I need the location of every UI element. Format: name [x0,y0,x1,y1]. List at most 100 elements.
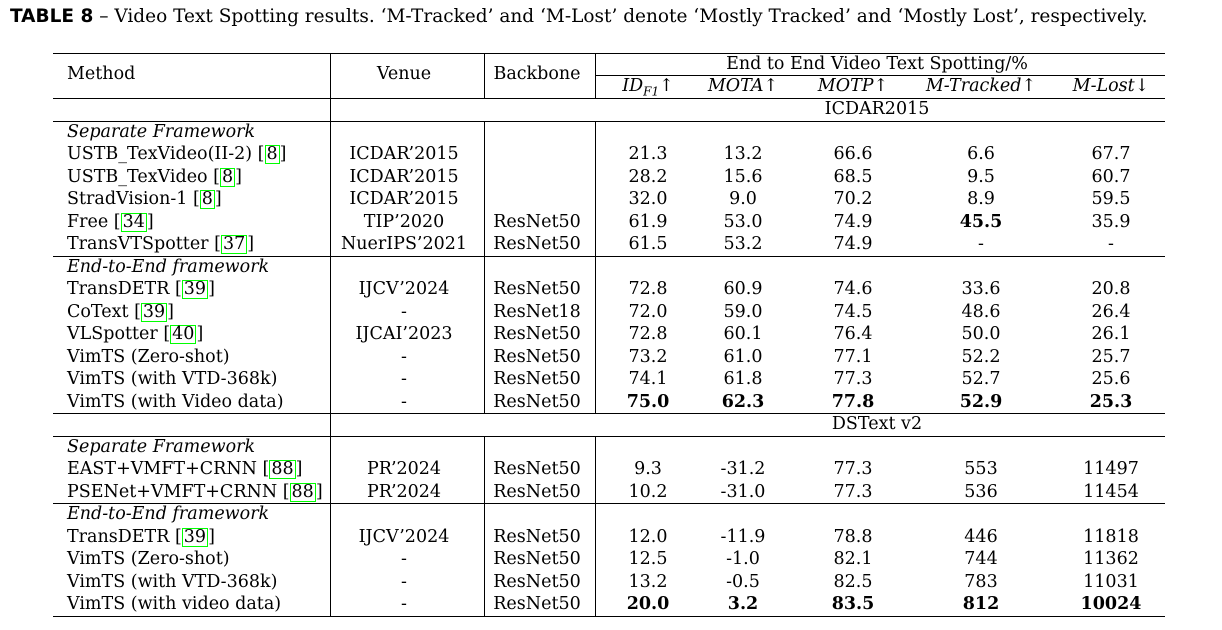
col-divider [330,255,331,413]
header-bottom-rule [53,98,1165,99]
metric-cell: 50.0 [961,324,1001,344]
metric-cell: 20.8 [1091,279,1131,299]
metric-cell: 45.5 [959,211,1003,232]
col-divider [484,503,485,616]
metric-cell: 60.1 [723,324,763,344]
citation-link[interactable]: 37 [220,234,248,254]
col-divider [330,503,331,616]
metric-cell: 82.5 [833,571,873,592]
metric-cell: 8.9 [967,189,995,209]
citation-link[interactable]: 88 [269,459,296,479]
header-col-divider [595,53,596,98]
metric-cell: 11454 [1083,481,1139,502]
venue-cell: - [401,391,407,412]
metric-cell: 744 [964,549,998,569]
method-name: CoText [39] [67,301,174,322]
metric-cell: 21.3 [628,144,668,164]
metric-cell: 60.9 [723,279,763,299]
metric-cell: -11.9 [720,526,766,547]
dataset-label: DSText v2 [831,414,923,434]
table-bottom-rule [53,615,1165,617]
metric-cell: 52.9 [959,391,1003,412]
metric-cell: 77.3 [833,481,873,502]
backbone-cell: ResNet50 [493,279,581,299]
metric-cell: 11497 [1083,459,1139,479]
header-backbone: Backbone [493,64,581,84]
metric-cell: 446 [964,526,998,547]
backbone-cell: ResNet50 [493,211,581,232]
metric-cell: 11031 [1083,571,1139,592]
metric-cell: 13.2 [723,144,763,164]
method-text: VimTS (with Video data) [67,391,284,412]
method-text: VimTS (with video data) [67,594,282,614]
header-method: Method [67,64,136,84]
metric-cell: 20.0 [626,594,670,614]
method-name: USTB_TexVideo(II-2) [8] [67,144,287,164]
citation-link[interactable]: 34 [120,211,147,232]
venue-cell: IJCAI’2023 [355,324,453,344]
group-rule [53,255,1165,257]
header-col-divider [484,53,485,98]
citation-link[interactable]: 39 [140,301,168,322]
metric-cell: 62.3 [721,391,765,412]
metric-cell: 72.0 [628,301,668,322]
metric-cell: 77.8 [831,391,875,412]
citation-link[interactable]: 39 [181,279,209,299]
citation-link[interactable]: 40 [170,324,197,344]
header-col-divider [330,53,331,98]
metric-cell: 3.2 [727,594,759,614]
venue-cell: TIP’2020 [363,211,445,232]
metric-cell: 812 [962,594,1000,614]
method-text: CoText [67,301,135,322]
metric-cell: - [978,234,984,254]
citation-link[interactable]: 8 [264,144,280,164]
venue-cell: PR’2024 [366,481,442,502]
venue-cell: - [401,301,407,322]
citation-link[interactable]: 8 [199,189,215,209]
metric-cell: 61.5 [628,234,668,254]
metric-cell: 77.3 [833,369,873,389]
metric-cell: 61.8 [723,369,763,389]
metric-cell: 6.6 [967,144,995,164]
metric-cell: 35.9 [1091,211,1131,232]
metric-cell: 783 [964,571,998,592]
dataset-col-divider [330,98,331,121]
backbone-cell: ResNet50 [493,459,581,479]
metric-cell: 66.6 [833,144,873,164]
metric-cell: 74.9 [833,211,873,232]
method-name: VimTS (Zero-shot) [67,346,230,369]
metric-cell: 9.3 [634,459,662,479]
backbone-cell: ResNet50 [493,481,581,502]
header-venue: Venue [376,64,432,84]
metric-cell: 11818 [1083,526,1139,547]
backbone-cell: ResNet50 [493,234,581,254]
citation-link[interactable]: 88 [289,481,316,502]
metric-cell: 10.2 [628,481,668,502]
metric-cell: 72.8 [628,279,668,299]
col-divider [595,503,596,616]
method-name: StradVision-1 [8] [67,189,222,209]
metric-cell: 68.5 [833,166,873,187]
metric-cell: 25.7 [1091,346,1131,367]
backbone-cell: ResNet50 [493,391,581,412]
metric-cell: 75.0 [626,391,670,412]
metric-cell: 74.5 [833,301,873,322]
metric-cell: - [1108,234,1114,254]
dataset-rule [53,120,1165,122]
metric-cell: 74.9 [833,234,873,254]
metric-cell: 60.7 [1091,166,1131,187]
method-name: TransVTSpotter [37] [67,234,255,254]
citation-link[interactable]: 39 [181,526,209,547]
backbone-cell: ResNet50 [493,346,581,367]
method-name: VimTS (with VTD-368k) [67,368,277,391]
backbone-cell: ResNet50 [493,549,581,569]
metric-cell: 67.7 [1091,144,1131,164]
metric-cell: 536 [964,481,998,502]
col-divider [595,435,596,503]
metric-cell: 33.6 [961,279,1001,299]
metric-cell: 52.7 [961,369,1001,389]
col-divider [595,120,596,256]
method-name: EAST+VMFT+CRNN [88] [67,459,303,479]
method-text: VimTS (with VTD-368k) [67,571,278,592]
citation-link[interactable]: 8 [219,166,236,187]
